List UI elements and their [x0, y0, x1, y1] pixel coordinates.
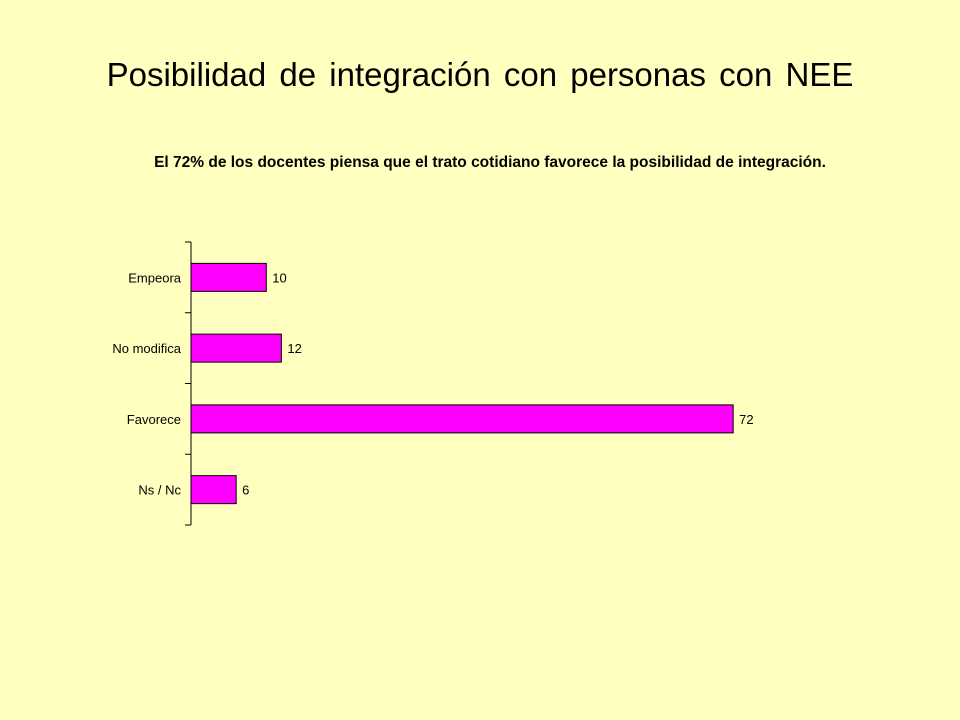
- chart-labels: Empeora 10 No modifica 12 Favorece 72 Ns / Nc 6: [112, 270, 753, 497]
- bar-2: [190, 404, 734, 434]
- bar-1: [190, 333, 282, 363]
- data-label: 10: [272, 270, 286, 285]
- category-label: Ns / Nc: [138, 483, 181, 498]
- bar-0: [190, 262, 267, 292]
- bar-3: [190, 475, 237, 505]
- category-label: No modifica: [112, 341, 181, 356]
- data-label: 72: [739, 412, 753, 427]
- slide-title: Posibilidad de integración con personas …: [106, 56, 854, 93]
- category-label: Favorece: [127, 412, 181, 427]
- data-label: 6: [242, 483, 249, 498]
- category-label: Empeora: [128, 270, 182, 285]
- slide-subtitle: El 72% de los docentes piensa que el tra…: [154, 154, 826, 171]
- chart-bars: [190, 262, 734, 505]
- chart-axis: [185, 241, 192, 526]
- data-label: 12: [287, 341, 301, 356]
